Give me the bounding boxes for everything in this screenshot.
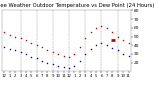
Point	[62, 66, 65, 68]
Point	[62, 55, 65, 56]
Point	[57, 53, 60, 55]
Point	[100, 43, 103, 44]
Point	[14, 36, 16, 37]
Point	[52, 52, 54, 53]
Point	[46, 62, 49, 63]
Point	[116, 36, 119, 37]
Point	[3, 31, 6, 33]
Point	[68, 67, 70, 69]
Point	[41, 46, 43, 48]
Point	[30, 42, 33, 43]
Point	[25, 39, 27, 41]
Point	[35, 58, 38, 59]
Point	[111, 47, 114, 49]
Point	[84, 53, 87, 55]
Point	[57, 65, 60, 67]
Point	[95, 27, 97, 29]
Point	[89, 48, 92, 49]
Point	[89, 31, 92, 33]
Point	[8, 48, 11, 49]
Point	[46, 49, 49, 50]
Point	[19, 52, 22, 53]
Point	[106, 27, 108, 29]
Point	[95, 45, 97, 46]
Point	[84, 38, 87, 39]
Point	[127, 43, 130, 44]
Point	[25, 53, 27, 55]
Text: Milwaukee Weather Outdoor Temperature vs Dew Point (24 Hours): Milwaukee Weather Outdoor Temperature vs…	[0, 3, 155, 8]
Point	[30, 56, 33, 57]
Point	[100, 25, 103, 27]
Point	[127, 55, 130, 56]
Point	[41, 60, 43, 62]
Point	[19, 38, 22, 39]
Point	[116, 50, 119, 51]
Point	[79, 60, 81, 62]
Point	[14, 50, 16, 51]
Point	[68, 57, 70, 58]
Point	[111, 31, 114, 33]
Point	[3, 46, 6, 48]
Point	[8, 34, 11, 35]
Point	[35, 45, 38, 46]
Point	[106, 45, 108, 46]
Point	[122, 39, 124, 41]
Point	[73, 65, 76, 67]
Point	[52, 64, 54, 65]
Point	[122, 53, 124, 55]
Point	[73, 53, 76, 55]
Point	[79, 46, 81, 48]
